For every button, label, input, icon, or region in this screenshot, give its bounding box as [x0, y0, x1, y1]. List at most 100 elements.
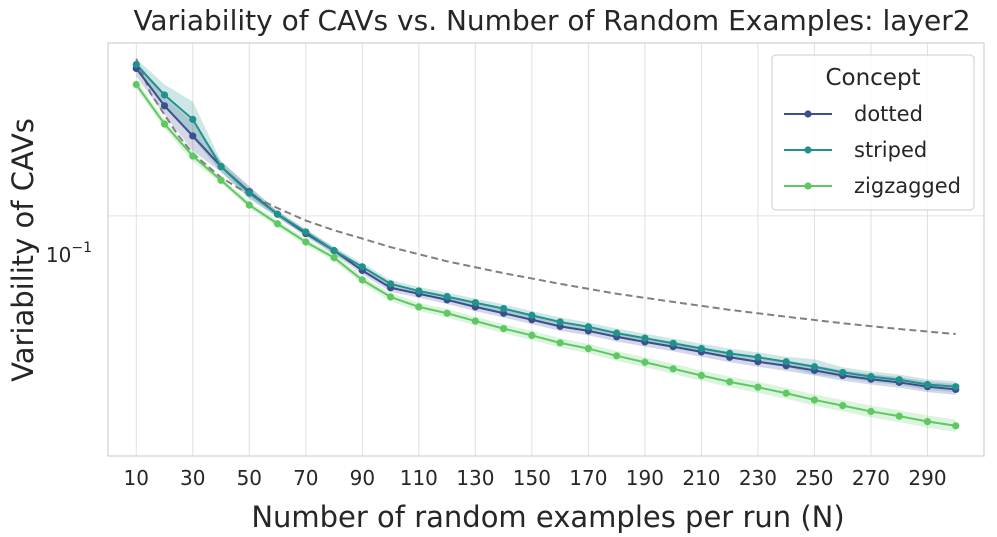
point-striped: [217, 162, 225, 171]
point-zigzagged: [245, 201, 253, 209]
legend: Concept dotted striped zigzagged: [771, 54, 975, 211]
x-tick-label: 290: [908, 466, 946, 490]
x-tick-label: 50: [237, 466, 262, 490]
point-striped: [952, 383, 960, 391]
legend-marker-zigzagged: [804, 182, 812, 190]
legend-label-zigzagged: zigzagged: [854, 174, 961, 198]
point-striped: [273, 210, 282, 218]
point-striped: [330, 247, 338, 255]
x-tick-label: 10: [124, 466, 149, 490]
y-axis-label: Variability of CAVs: [6, 118, 40, 382]
point-zigzagged: [952, 422, 960, 430]
x-tick-label: 270: [852, 466, 890, 490]
point-striped: [810, 363, 819, 371]
point-zigzagged: [528, 331, 536, 340]
chart-title: Variability of CAVs vs. Number of Random…: [133, 4, 970, 37]
x-axis-label: Number of random examples per run (N): [251, 500, 844, 534]
point-striped: [132, 60, 140, 69]
y-tick-base: 10: [46, 243, 71, 267]
legend-box: [771, 54, 975, 211]
point-zigzagged: [415, 303, 423, 311]
point-zigzagged: [443, 309, 451, 317]
x-tick-label: 170: [569, 466, 607, 490]
point-zigzagged: [867, 407, 875, 416]
point-zigzagged: [754, 383, 762, 391]
line-striped: [135, 63, 956, 388]
reference-curve-line: [135, 58, 956, 336]
reference-curve: [135, 58, 956, 336]
point-dotted: [189, 132, 197, 140]
point-striped: [867, 372, 875, 381]
line-zigzagged: [135, 83, 956, 427]
x-tick-label: 210: [682, 466, 720, 490]
point-striped: [782, 358, 790, 366]
point-striped: [556, 318, 564, 326]
legend-item-dotted: dotted: [784, 102, 923, 126]
series-lines: [135, 63, 956, 427]
point-zigzagged: [217, 176, 225, 184]
legend-item-striped: striped: [784, 138, 927, 162]
x-tick-label: 110: [400, 466, 438, 490]
point-striped: [895, 376, 903, 384]
point-zigzagged: [160, 120, 169, 128]
point-striped: [584, 323, 592, 331]
point-zigzagged: [613, 352, 621, 360]
point-striped: [302, 228, 310, 236]
point-striped: [641, 334, 649, 342]
x-tick-label: 250: [795, 466, 833, 490]
y-tick-exponent: −1: [71, 240, 92, 256]
legend-item-zigzagged: zigzagged: [784, 174, 961, 198]
legend-marker-striped: [804, 146, 812, 154]
point-striped: [923, 380, 932, 389]
point-zigzagged: [132, 80, 140, 89]
x-tick-label: 130: [456, 466, 494, 490]
point-striped: [245, 189, 253, 197]
x-tick-labels: 10 30 50 70 90 110 130 150 170 190 210 230 250 270 290: [124, 466, 947, 490]
point-zigzagged: [302, 238, 310, 246]
point-striped: [160, 91, 169, 99]
legend-label-striped: striped: [854, 138, 927, 162]
legend-title: Concept: [825, 65, 920, 91]
point-zigzagged: [358, 276, 366, 284]
legend-marker-dotted: [804, 110, 812, 118]
point-zigzagged: [810, 396, 819, 404]
band-striped: [136, 58, 956, 393]
x-tick-label: 30: [180, 466, 205, 490]
point-zigzagged: [839, 402, 847, 410]
point-zigzagged: [641, 358, 649, 366]
point-zigzagged: [782, 389, 790, 397]
point-zigzagged: [726, 378, 734, 386]
point-striped: [415, 287, 423, 295]
point-striped: [754, 353, 762, 361]
y-tick-label: 10−1: [46, 240, 92, 267]
point-zigzagged: [584, 344, 592, 353]
point-zigzagged: [697, 371, 706, 380]
point-striped: [839, 368, 847, 377]
legend-label-dotted: dotted: [854, 102, 923, 126]
series-points: [132, 60, 960, 430]
point-zigzagged: [471, 317, 479, 325]
x-tick-label: 70: [293, 466, 318, 490]
point-striped: [386, 280, 395, 288]
point-striped: [528, 311, 536, 319]
point-striped: [189, 115, 197, 123]
point-striped: [669, 339, 677, 347]
legend-items: dotted striped zigzagged: [784, 102, 961, 198]
point-zigzagged: [273, 220, 282, 228]
x-tick-label: 190: [626, 466, 664, 490]
point-zigzagged: [669, 365, 677, 373]
x-tick-label: 90: [350, 466, 375, 490]
point-striped: [471, 299, 479, 307]
plot-frame: [107, 42, 985, 457]
point-striped: [726, 349, 734, 357]
point-striped: [358, 263, 366, 271]
point-zigzagged: [895, 412, 903, 420]
point-zigzagged: [330, 254, 338, 262]
point-zigzagged: [189, 152, 197, 160]
x-tick-label: 230: [739, 466, 777, 490]
point-zigzagged: [500, 324, 508, 333]
point-zigzagged: [923, 417, 932, 426]
point-striped: [613, 329, 621, 337]
point-dotted: [160, 102, 169, 110]
